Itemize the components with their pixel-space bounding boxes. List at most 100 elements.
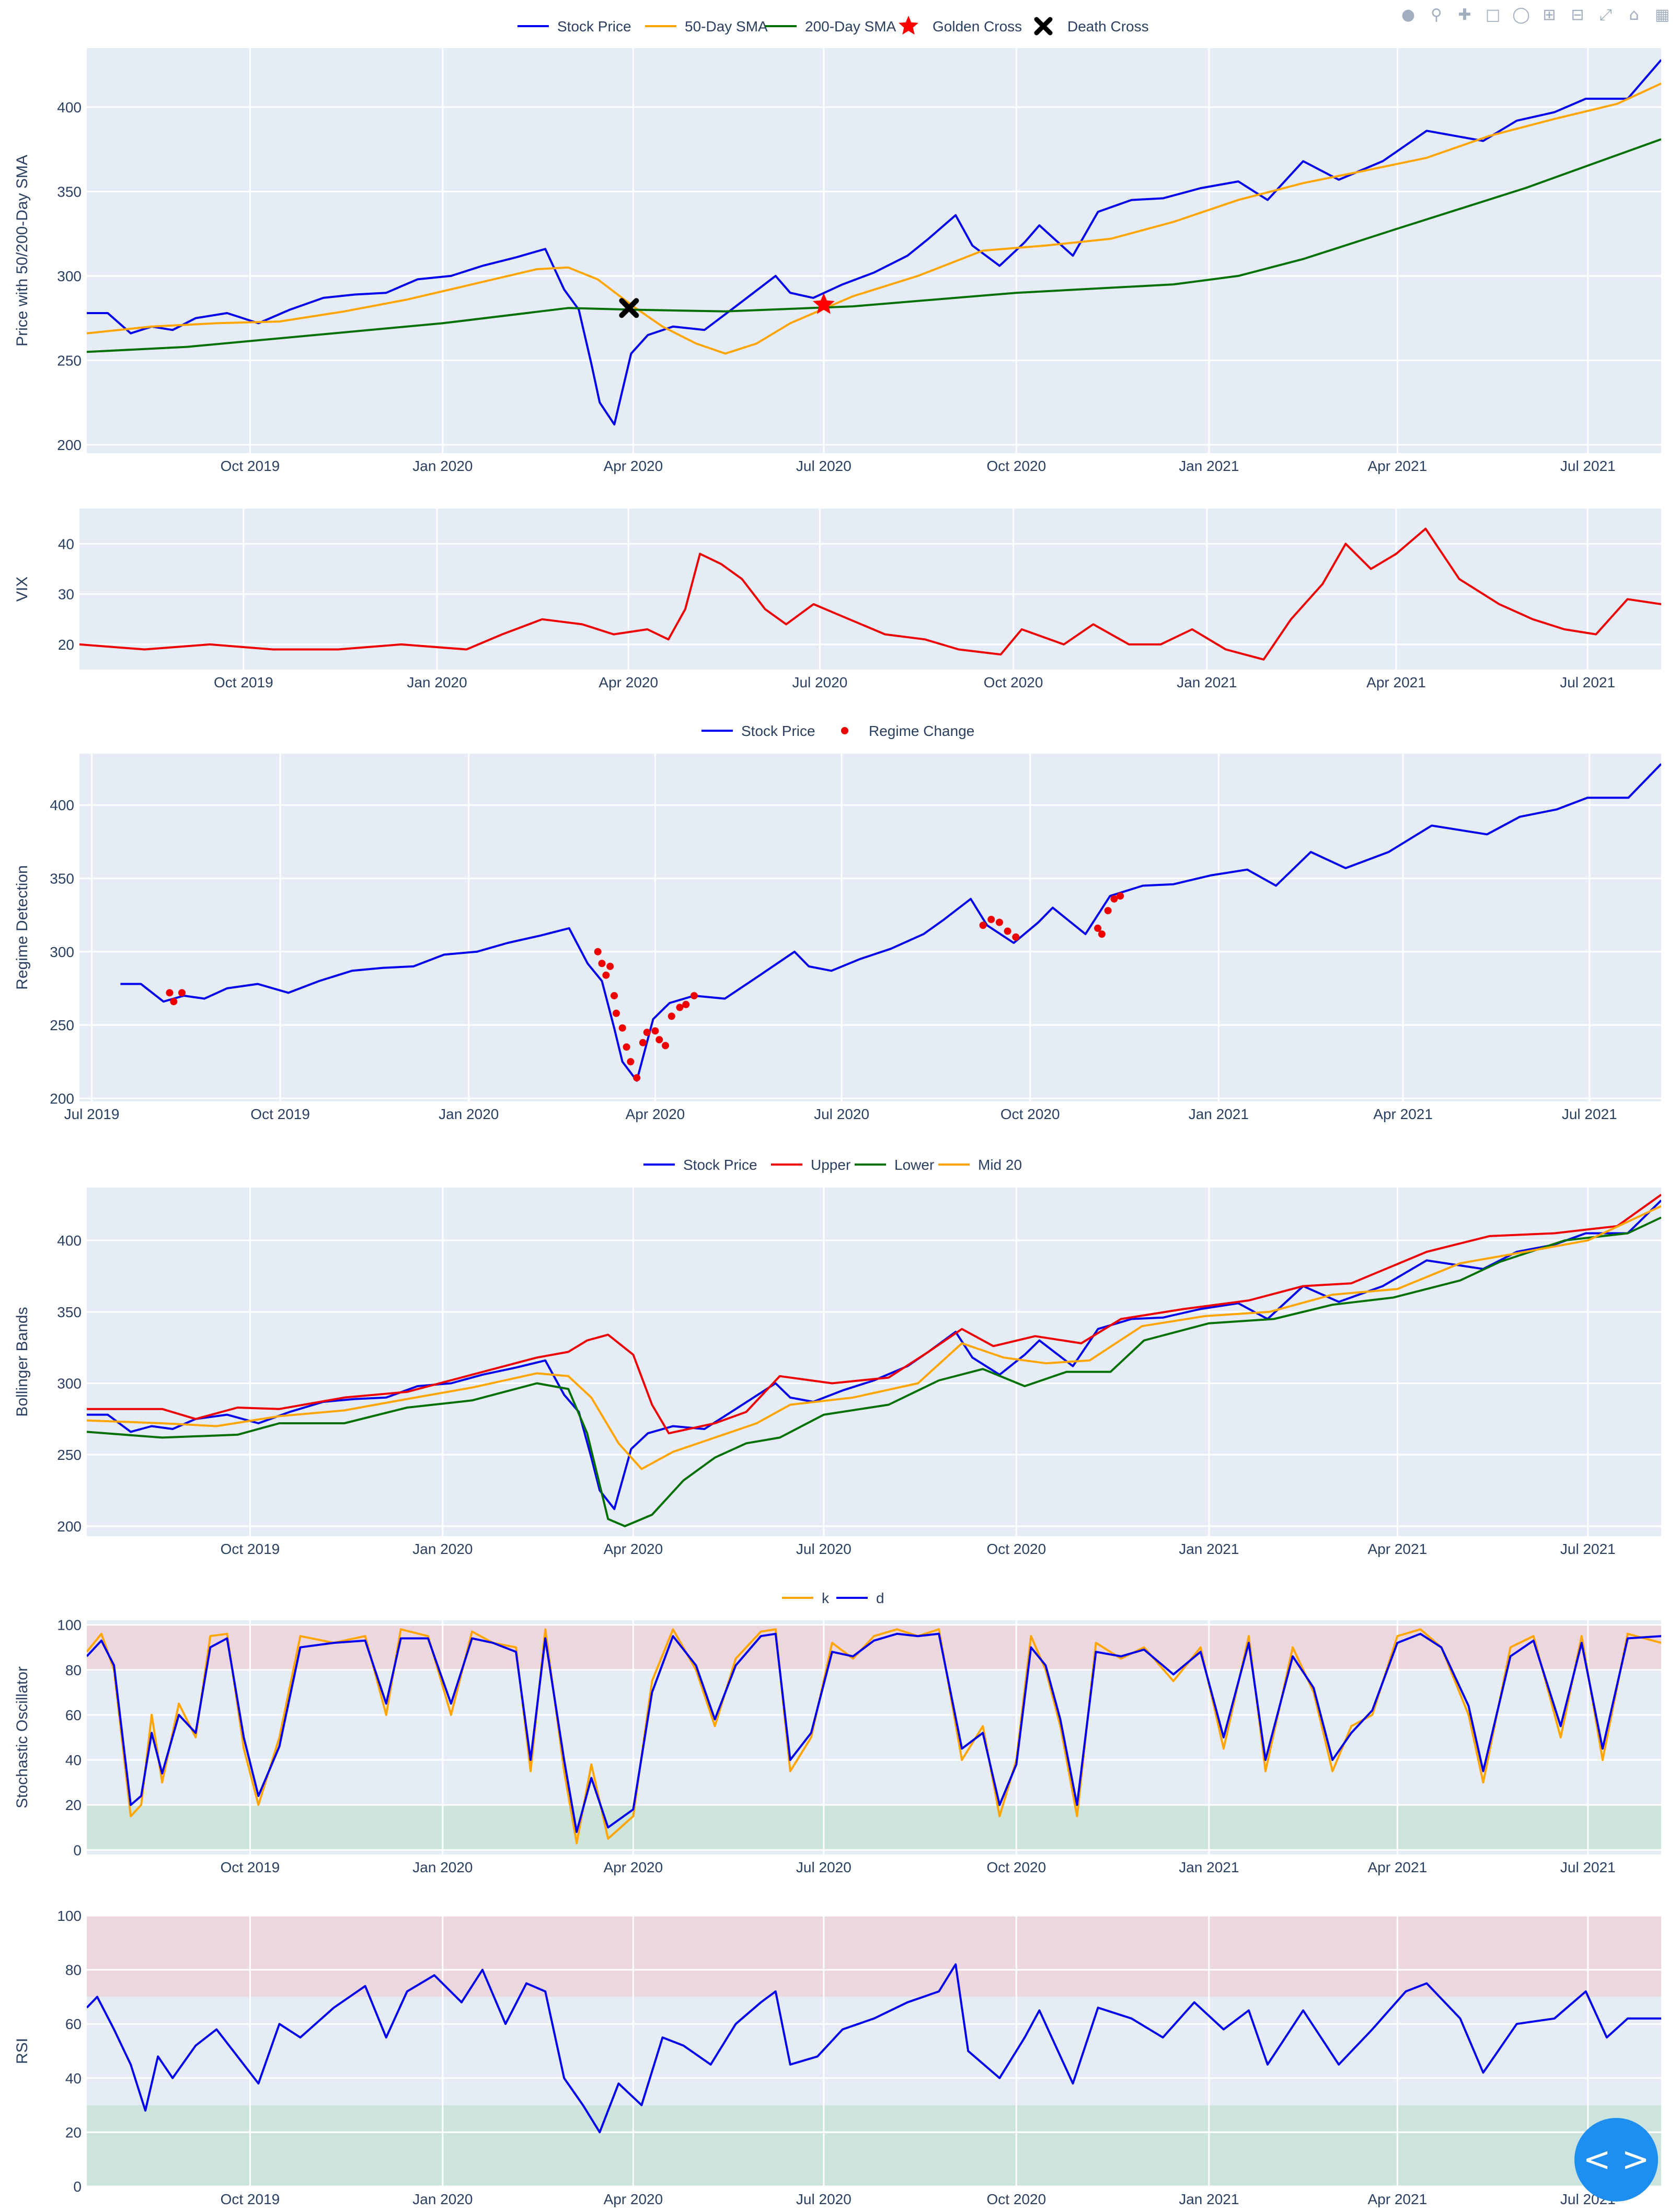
series-vix-line[interactable] [79, 527, 1661, 661]
series-k-line[interactable] [87, 1628, 1661, 1845]
regime-change-point[interactable] [682, 1000, 690, 1008]
regime-change-point[interactable] [170, 998, 178, 1006]
regime-change-point[interactable] [612, 1009, 620, 1017]
regime-change-point[interactable] [1104, 907, 1112, 915]
regime-change-point[interactable] [668, 1012, 675, 1020]
regime-change-point[interactable] [598, 960, 606, 967]
regime-change-point[interactable] [166, 989, 174, 997]
regime-change-point[interactable] [1094, 924, 1102, 932]
legend-item-stock-price[interactable]: Stock Price [701, 723, 815, 739]
rsi-x-tick-label: Oct 2020 [987, 2191, 1046, 2207]
regime-change-point[interactable] [639, 1039, 647, 1046]
regime-change-point[interactable] [643, 1029, 651, 1036]
plotly-logo-icon[interactable]: ▦ [1654, 5, 1670, 24]
regime-change-point[interactable] [690, 992, 698, 999]
bollinger-x-tick-label: Jan 2020 [412, 1541, 473, 1557]
death-cross-marker[interactable] [619, 298, 639, 318]
series-upper-line[interactable] [87, 1194, 1661, 1435]
regime-change-point[interactable] [1110, 895, 1118, 903]
dot-icon [841, 727, 848, 734]
regime-change-point[interactable] [979, 921, 987, 929]
legend-item-k[interactable]: k [782, 1590, 830, 1606]
sma-x-tick-label: Jul 2021 [1560, 458, 1616, 474]
stochastic-x-tick-label: Oct 2020 [987, 1859, 1046, 1875]
regime-change-point[interactable] [602, 971, 610, 979]
regime-change-point[interactable] [611, 992, 618, 999]
series-200-day-sma-line[interactable] [87, 138, 1661, 353]
legend-item-stock-price[interactable]: Stock Price [517, 18, 631, 34]
series-stock-price-line[interactable] [120, 763, 1661, 1082]
star-icon [899, 16, 918, 35]
series-rsi-line[interactable] [87, 1963, 1661, 2134]
stochastic-oversold-band [87, 1805, 1661, 1850]
stochastic-x-tick-label: Oct 2019 [221, 1859, 280, 1875]
regime-change-point[interactable] [662, 1042, 670, 1050]
legend-item-mid-20[interactable]: Mid 20 [938, 1157, 1022, 1173]
regime-x-tick-label: Jan 2020 [439, 1106, 499, 1122]
series-50-day-sma-line[interactable] [87, 82, 1661, 355]
sma-y-tick-label: 350 [57, 183, 82, 200]
series-d-line[interactable] [87, 1632, 1661, 1833]
series-stock-price-line[interactable] [87, 59, 1661, 426]
regime-change-point[interactable] [995, 918, 1003, 926]
regime-change-point[interactable] [623, 1043, 630, 1051]
series-mid-20-line[interactable] [87, 1205, 1661, 1470]
regime-change-point[interactable] [651, 1027, 659, 1035]
sma-x-tick-label: Apr 2021 [1368, 458, 1428, 474]
sma-y-tick-label: 200 [57, 437, 82, 453]
bollinger-x-tick-label: Jul 2021 [1560, 1541, 1616, 1557]
legend-item-golden-cross[interactable]: Golden Cross [899, 16, 1022, 35]
vix-plot-area[interactable] [79, 509, 1661, 670]
series-regime-change [166, 892, 1124, 1082]
regime-change-point[interactable] [1004, 927, 1011, 935]
regime-change-point[interactable] [178, 989, 186, 997]
legend-item-upper[interactable]: Upper [771, 1157, 850, 1173]
rsi-x-tick-label: Jan 2020 [412, 2191, 473, 2207]
legend-item-d[interactable]: d [836, 1590, 884, 1606]
regime-change-point[interactable] [606, 962, 614, 970]
regime-change-point[interactable] [987, 916, 995, 924]
vix-panel: 20 30 40 Oct 2019 Jan 2020 Apr 2020 Jul 2020 Oc… [14, 509, 1661, 690]
regime-change-point[interactable] [633, 1074, 641, 1082]
legend-item-death-cross[interactable]: Death Cross [1034, 17, 1149, 36]
zoom-out-icon[interactable]: ⊟ [1571, 5, 1584, 24]
regime-legend: Stock Price Regime Change [701, 723, 974, 739]
legend-item-lower[interactable]: Lower [855, 1157, 934, 1173]
vix-x-tick-label: Jan 2021 [1177, 674, 1237, 690]
lasso-icon[interactable]: ◯ [1512, 5, 1530, 24]
bollinger-legend: Stock Price Upper Lower Mid 20 [643, 1157, 1022, 1173]
stochastic-x-tick-label: Apr 2020 [604, 1859, 663, 1875]
regime-change-point[interactable] [594, 948, 602, 955]
regime-change-point[interactable] [676, 1004, 684, 1011]
rsi-x-tick-label: Apr 2021 [1368, 2191, 1428, 2207]
regime-change-point[interactable] [655, 1036, 663, 1044]
sma-plot-area[interactable] [87, 48, 1661, 453]
code-icon[interactable]: < > [1574, 2118, 1658, 2202]
regime-change-point[interactable] [1117, 892, 1124, 900]
legend-item-200-day-sma[interactable]: 200-Day SMA [765, 18, 896, 34]
x-icon [1034, 17, 1053, 36]
regime-plot-area[interactable] [79, 754, 1661, 1101]
regime-change-point[interactable] [1098, 930, 1106, 938]
legend-item-50-day-sma[interactable]: 50-Day SMA [645, 18, 768, 34]
legend-item-regime-change[interactable]: Regime Change [841, 723, 974, 739]
camera-icon[interactable]: ● [1401, 5, 1416, 24]
regime-change-point[interactable] [627, 1058, 635, 1066]
pan-icon[interactable]: ✚ [1458, 5, 1471, 24]
bollinger-plot-area[interactable] [87, 1188, 1661, 1536]
regime-change-point[interactable] [618, 1024, 626, 1032]
box-select-icon[interactable]: □ [1485, 5, 1501, 24]
golden-cross-marker[interactable] [812, 293, 835, 314]
vix-x-tick-label: Jul 2021 [1560, 674, 1615, 690]
sma-x-tick-label: Oct 2020 [987, 458, 1046, 474]
series-lower-line[interactable] [87, 1216, 1661, 1527]
zoom-icon[interactable]: ⚲ [1431, 5, 1442, 24]
bollinger-x-tick-label: Jul 2020 [796, 1541, 851, 1557]
rsi-overbought-band [87, 1916, 1661, 1997]
legend-item-stock-price[interactable]: Stock Price [643, 1157, 757, 1173]
regime-change-point[interactable] [1012, 933, 1020, 941]
autoscale-icon[interactable]: ⤢ [1600, 5, 1612, 24]
legend-label: Upper [811, 1157, 850, 1173]
zoom-in-icon[interactable]: ⊞ [1543, 5, 1556, 24]
home-icon[interactable]: ⌂ [1629, 5, 1639, 24]
